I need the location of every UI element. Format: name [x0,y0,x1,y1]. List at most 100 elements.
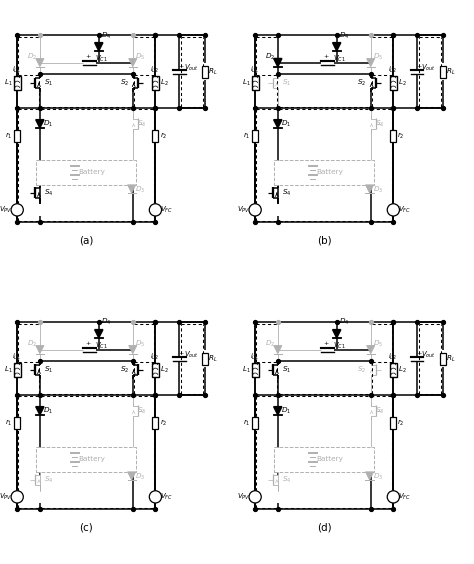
Bar [14,76,20,90]
Polygon shape [273,346,282,354]
Text: $V_{PV}$: $V_{PV}$ [0,492,12,502]
Text: $S_3$: $S_3$ [137,118,146,129]
Text: $D_5$: $D_5$ [373,339,383,349]
Text: $D_1$: $D_1$ [281,118,292,129]
Bar [252,363,258,377]
Text: $S_1$: $S_1$ [282,78,291,88]
Text: $r_1$: $r_1$ [5,131,12,142]
Text: $R_L$: $R_L$ [209,354,218,364]
Polygon shape [95,43,103,51]
Text: $D_1$: $D_1$ [281,406,292,416]
Bar [252,130,258,142]
Bar [274,447,374,472]
Text: $+$: $+$ [416,349,423,357]
Text: $+$: $+$ [322,339,329,347]
Bar [36,447,136,472]
Text: $S_2$: $S_2$ [119,365,129,375]
Text: $+$: $+$ [85,339,91,347]
Bar [152,76,159,90]
Bar [440,352,446,364]
Text: $V_{FC}$: $V_{FC}$ [398,492,411,502]
Text: $D_2$: $D_2$ [265,52,275,62]
Text: $V_{out}$: $V_{out}$ [421,350,437,360]
Bar [152,363,159,377]
Polygon shape [366,59,375,67]
Text: $V_{out}$: $V_{out}$ [421,63,437,73]
Text: $D_3$: $D_3$ [135,472,145,482]
Bar [391,417,396,429]
Text: Battery: Battery [79,170,105,175]
Polygon shape [128,472,136,480]
Polygon shape [36,407,44,415]
Text: $S_1$: $S_1$ [44,78,53,88]
Text: $V_{FC}$: $V_{FC}$ [160,205,173,215]
Text: $r_2$: $r_2$ [160,418,167,428]
Polygon shape [333,43,341,51]
Text: $V_{C1}$: $V_{C1}$ [333,54,346,64]
Circle shape [149,491,162,503]
Text: $D_4$: $D_4$ [339,30,350,41]
Bar [14,417,20,429]
Bar [440,66,446,78]
Text: $R_L$: $R_L$ [447,67,456,77]
Text: $i_{L2}$: $i_{L2}$ [150,352,159,362]
Text: $r_2$: $r_2$ [398,418,405,428]
Text: $D_5$: $D_5$ [135,339,145,349]
Polygon shape [36,346,44,354]
Text: Battery: Battery [317,456,343,462]
Text: $S_3$: $S_3$ [374,118,384,129]
Text: $S_4$: $S_4$ [282,188,291,198]
Text: $V_{FC}$: $V_{FC}$ [398,205,411,215]
Text: $R_L$: $R_L$ [447,354,456,364]
Bar [390,363,397,377]
Circle shape [387,491,400,503]
Text: $V_{FC}$: $V_{FC}$ [160,492,173,502]
Polygon shape [128,185,136,193]
Text: $+$: $+$ [178,349,185,357]
Text: $i_{L2}$: $i_{L2}$ [388,352,397,362]
Text: $V_{C1}$: $V_{C1}$ [95,341,108,351]
Polygon shape [36,59,44,67]
Bar [153,130,158,142]
Text: $S_4$: $S_4$ [282,475,291,485]
Text: $S_2$: $S_2$ [119,78,129,88]
Text: $r_2$: $r_2$ [398,131,405,142]
Text: $L_2$: $L_2$ [160,365,168,375]
Bar [153,417,158,429]
Circle shape [11,204,23,216]
Text: $i_{L1}$: $i_{L1}$ [249,65,258,75]
Circle shape [387,204,400,216]
Text: $S_1$: $S_1$ [44,365,53,375]
Polygon shape [128,346,137,354]
Text: $i_{L2}$: $i_{L2}$ [150,65,159,75]
Bar [36,160,136,185]
Text: $L_1$: $L_1$ [242,365,251,375]
Text: $L_2$: $L_2$ [398,365,406,375]
Text: (a): (a) [79,236,93,245]
Text: $V_{C1}$: $V_{C1}$ [333,341,346,351]
Text: $R_L$: $R_L$ [209,67,218,77]
Text: $+$: $+$ [322,52,329,60]
Text: $S_2$: $S_2$ [357,78,367,88]
Text: $D_5$: $D_5$ [135,52,145,62]
Polygon shape [273,120,282,128]
Text: $D_3$: $D_3$ [373,472,383,482]
Text: $L_2$: $L_2$ [398,78,406,88]
Text: $V_{PV}$: $V_{PV}$ [237,205,250,215]
Text: $D_5$: $D_5$ [373,52,383,62]
Text: $S_4$: $S_4$ [44,475,53,485]
Text: $V_{out}$: $V_{out}$ [183,350,199,360]
Bar [202,352,208,364]
Text: $+$: $+$ [178,62,185,70]
Polygon shape [273,407,282,415]
Text: (c): (c) [80,522,93,532]
Circle shape [11,491,23,503]
Text: $L_2$: $L_2$ [160,78,168,88]
Text: $V_{PV}$: $V_{PV}$ [0,205,12,215]
Bar [202,66,208,78]
Circle shape [249,491,261,503]
Text: $+$: $+$ [416,62,423,70]
Text: Battery: Battery [79,456,105,462]
Text: $D_4$: $D_4$ [101,30,112,41]
Polygon shape [366,346,375,354]
